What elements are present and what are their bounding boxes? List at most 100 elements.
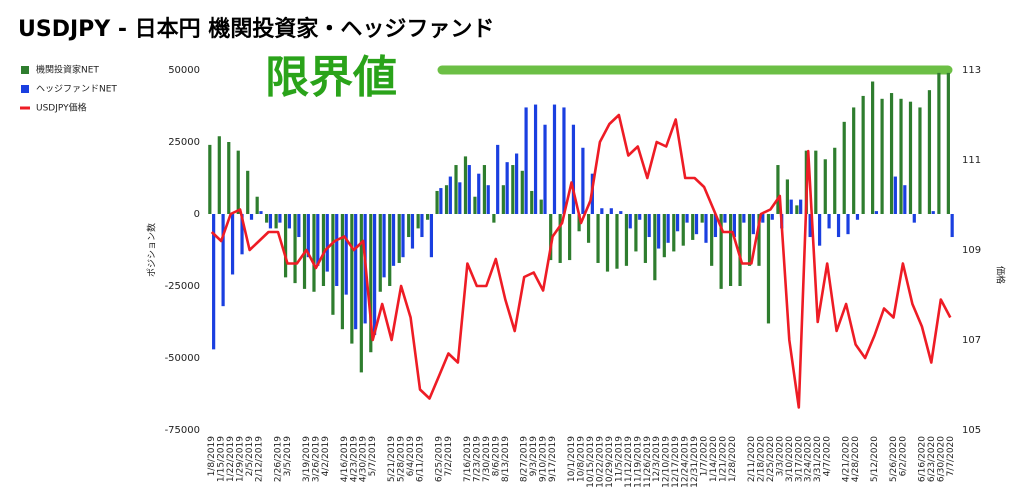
x-tick-label: 1/15/2019: [217, 436, 227, 482]
bar: [344, 214, 348, 295]
x-tick-label: 3/5/2019: [283, 436, 293, 477]
y2-tick-label: 111: [962, 155, 981, 166]
x-tick-label: 10/8/2019: [577, 436, 587, 482]
bar: [710, 214, 714, 266]
legend-label: 機関投資家NET: [36, 64, 99, 76]
bar: [316, 214, 320, 266]
bar: [335, 214, 339, 286]
bar: [704, 214, 708, 243]
y2-axis-title: 価格: [995, 266, 1007, 284]
x-tick-label: 8/27/2019: [520, 436, 530, 482]
bar: [685, 214, 689, 223]
bar: [558, 214, 562, 263]
x-tick-label: 6/2/2020: [898, 436, 908, 477]
x-tick-label: 1/7/2020: [700, 436, 710, 477]
legend-swatch: [20, 106, 30, 110]
bar: [852, 107, 856, 214]
bar: [283, 214, 288, 278]
bar: [543, 124, 547, 214]
bar: [416, 214, 420, 229]
bar: [505, 162, 509, 214]
bar: [463, 156, 468, 214]
x-tick-label: 4/7/2020: [823, 436, 833, 477]
bar: [577, 214, 581, 232]
x-tick-label: 3/19/2019: [302, 436, 312, 482]
bar: [861, 95, 865, 214]
bar: [549, 214, 553, 261]
x-tick-label: 6/11/2019: [416, 436, 426, 482]
x-tick-label: 1/21/2020: [719, 436, 729, 482]
bar: [321, 214, 326, 286]
y2-tick-label: 107: [962, 335, 981, 346]
legend-swatch: [21, 66, 29, 74]
bar: [643, 214, 647, 263]
bar: [871, 81, 875, 215]
bar: [520, 170, 524, 214]
bar: [325, 214, 329, 272]
x-tick-label: 9/3/2019: [529, 436, 539, 477]
bar: [458, 182, 462, 214]
bar: [486, 185, 490, 214]
bar: [628, 214, 632, 229]
y-axis-title: ポジション数: [146, 223, 158, 277]
bar: [439, 188, 443, 214]
x-tick-label: 4/16/2019: [340, 436, 350, 482]
x-tick-label: 3/24/2020: [804, 436, 814, 482]
bar: [571, 124, 576, 214]
bar: [265, 214, 269, 223]
x-tick-label: 11/26/2019: [643, 436, 653, 488]
bar: [530, 190, 534, 214]
x-tick-label: 2/12/2019: [255, 436, 265, 482]
legend-label: USDJPY価格: [36, 102, 87, 114]
bar: [230, 214, 235, 275]
bar: [615, 214, 619, 269]
bar: [742, 214, 746, 223]
x-tick-label: 2/18/2020: [756, 436, 766, 482]
bar: [539, 199, 543, 214]
x-tick-label: 4/30/2019: [359, 436, 369, 482]
y2-tick-label: 113: [962, 65, 981, 76]
bar: [789, 199, 793, 214]
bar: [893, 176, 897, 214]
annotation: 限界値: [265, 52, 397, 103]
chart-title: USDJPY - 日本円 機関投資家・ヘッジファンド: [18, 16, 494, 42]
bar: [874, 211, 879, 214]
bar: [388, 214, 392, 286]
bar: [638, 214, 642, 220]
x-tick-label: 5/28/2019: [397, 436, 407, 482]
bar: [354, 214, 358, 330]
bar: [950, 214, 954, 238]
y2-tick-label: 109: [962, 245, 981, 256]
bar: [662, 214, 666, 258]
bar: [657, 214, 661, 249]
bar: [927, 90, 932, 214]
bar: [359, 214, 363, 373]
x-tick-label: 8/13/2019: [501, 436, 511, 482]
x-tick-label: 5/26/2020: [889, 436, 899, 482]
price-line: [210, 113, 952, 409]
x-tick-label: 5/12/2020: [870, 436, 880, 482]
y-tick-label: -50000: [165, 353, 200, 364]
x-tick-label: 9/17/2019: [548, 436, 558, 482]
bar: [808, 214, 812, 238]
bar: [823, 159, 827, 214]
bar: [694, 214, 699, 235]
bar: [278, 214, 282, 223]
bar: [855, 214, 860, 220]
bar: [217, 136, 221, 214]
bar: [492, 214, 496, 223]
x-tick-label: 3/31/2020: [813, 436, 823, 482]
x-tick-label: 2/25/2020: [766, 436, 776, 482]
x-tick-label: 11/12/2019: [624, 436, 634, 488]
x-tick-label: 6/30/2020: [936, 436, 946, 482]
bar: [903, 185, 907, 214]
bar: [467, 165, 471, 214]
bar: [691, 214, 695, 240]
bar: [719, 214, 723, 289]
x-tick-label: 3/10/2020: [785, 436, 795, 482]
bar: [672, 214, 676, 252]
bar: [221, 214, 225, 307]
y-tick-label: -75000: [165, 425, 200, 436]
bar: [287, 214, 291, 229]
x-tick-label: 7/7/2020: [946, 436, 956, 477]
